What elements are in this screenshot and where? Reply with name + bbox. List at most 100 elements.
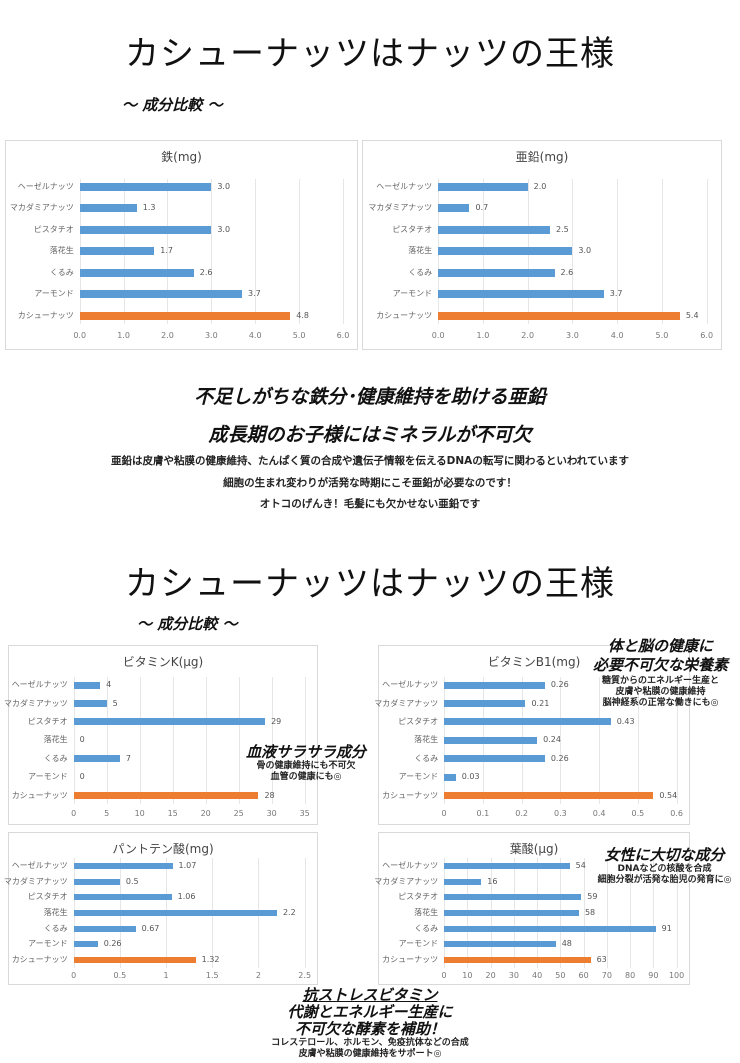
gridline [606, 858, 608, 968]
data-label: 1.32 [201, 954, 220, 964]
x-tick-label: 40 [532, 971, 543, 981]
gridline [661, 178, 663, 324]
category-label: ピスタチオ [27, 716, 68, 726]
bar [438, 268, 555, 277]
data-label: 5 [112, 698, 118, 708]
bar [444, 773, 456, 781]
data-label: 3.0 [217, 224, 231, 234]
bar [79, 311, 291, 320]
note-line: 皮膚や粘膜の健康維持 [615, 687, 706, 697]
bar [79, 182, 212, 191]
bar [444, 718, 611, 726]
gridline [304, 677, 306, 804]
x-tick-label: 90 [648, 971, 659, 981]
note-line: DNAなどの核酸を合成 [617, 864, 712, 874]
x-tick-label: 80 [625, 971, 636, 981]
data-label: 2.0 [533, 181, 547, 191]
gridline [572, 178, 574, 324]
body-line: 細胞の生まれ変わりが活発な時期にこそ亜鉛が必要なのです！ [223, 477, 517, 489]
data-label: 0.21 [531, 698, 550, 708]
x-tick-label: 4.0 [610, 331, 624, 341]
gridline [706, 178, 708, 324]
chart-iron: 鉄(mg) 0.0 1.0 2.0 3.0 4.0 5.0 6.0 ヘーゼルナッツ 3.0 マカダミ… [5, 140, 358, 350]
x-tick-label: 2.0 [521, 331, 535, 341]
x-tick-label: 3.0 [566, 331, 579, 341]
gridline [342, 178, 344, 324]
bar [444, 941, 556, 948]
note-line: 血管の健康にも◎ [270, 772, 342, 782]
chart-title: ビタミンK(μg) [122, 655, 204, 669]
note-line: 脳神経系の正常な働きにも◎ [602, 698, 719, 708]
category-label: ピスタチオ [398, 716, 439, 726]
note-heading: 代謝とエネルギー生産に [287, 1003, 453, 1021]
bar [438, 247, 573, 256]
category-label: くるみ [408, 267, 433, 277]
category-label: ピスタチオ [27, 892, 68, 902]
chart-title: 葉酸(μg) [509, 842, 559, 856]
x-tick-label: 20 [200, 808, 211, 818]
chart-pantothenic-acid: パントテン酸(mg) 0 0.5 1 1.5 2 2.5 ヘーゼルナッツ 1.07 マカダミアナッ… [4, 832, 318, 985]
gridline [271, 677, 273, 804]
data-label: 0.7 [475, 203, 489, 213]
data-label: 16 [487, 876, 498, 886]
bar [73, 681, 101, 689]
bar [73, 894, 172, 901]
x-tick-label: 1.0 [117, 331, 130, 341]
gridline [676, 677, 678, 804]
category-label: 落花生 [49, 246, 74, 256]
note-heading: 必要不可欠な栄養素 [592, 656, 728, 674]
chart-vitamin-b1: ビタミンB1(mg) 0 0.1 0.2 0.3 0.4 0.5 0.6 ヘーゼルナッツ 0.26… [374, 645, 690, 825]
gridline [599, 677, 601, 804]
category-label: カシューナッツ [376, 310, 433, 320]
data-label: 3.7 [248, 289, 261, 299]
x-tick-label: 2.5 [298, 971, 312, 981]
bar [73, 700, 107, 708]
chart-title: 亜鉛(mg) [515, 150, 569, 164]
data-label: 0.03 [461, 772, 480, 782]
x-tick-label: 0.6 [670, 808, 683, 818]
x-tick-label: 25 [233, 808, 244, 818]
note-heading: 女性に大切な成分 [604, 846, 725, 864]
data-label: 48 [561, 939, 572, 949]
x-tick-label: 0.0 [73, 331, 87, 341]
bar [444, 878, 482, 885]
x-tick-label: 1.0 [476, 331, 490, 341]
note-heading: 不可欠な酵素を補助！ [294, 1020, 445, 1038]
x-tick-label: 30 [508, 971, 519, 981]
bar [79, 225, 212, 234]
note-vitamin-b1: 体と脳の健康に 必要不可欠な栄養素 糖質からのエネルギー生産と 皮膚や粘膜の健康… [588, 638, 733, 709]
gridline [304, 858, 306, 968]
headline-2: 成長期のお子様にはミネラルが不可欠 [208, 424, 532, 446]
bar [73, 925, 136, 932]
gridline [255, 178, 257, 324]
data-label: 0.26 [103, 939, 122, 949]
note-heading: 抗ストレスビタミン [302, 986, 438, 1004]
x-tick-label: 5.0 [292, 331, 306, 341]
chart-zinc: 亜鉛(mg) 0.0 1.0 2.0 3.0 4.0 5.0 6.0 ヘーゼルナッツ 2.0 マカダ… [362, 140, 722, 350]
gridline [653, 858, 655, 968]
chart-title: パントテン酸(mg) [112, 842, 214, 856]
x-tick-label: 1.5 [205, 971, 219, 981]
data-label: 3.7 [609, 289, 623, 299]
note-line: 細胞分裂が活発な胎児の発育に◎ [597, 875, 732, 885]
data-label: 1.7 [160, 246, 174, 256]
bar [73, 910, 277, 917]
x-tick-label: 1 [163, 971, 169, 981]
category-label: カシューナッツ [17, 310, 74, 320]
data-label: 28 [264, 790, 275, 800]
category-label: マカダミアナッツ [368, 203, 433, 213]
gridline [637, 677, 639, 804]
gridline [139, 677, 141, 804]
x-tick-label: 2 [255, 971, 262, 981]
bar [438, 182, 528, 191]
x-tick-label: 10 [462, 971, 473, 981]
bar [438, 225, 551, 234]
x-tick-label: 6.0 [336, 331, 350, 341]
x-tick-label: 2.0 [161, 331, 174, 341]
gridline [560, 677, 562, 804]
gridline [630, 858, 632, 968]
category-label: ヘーゼルナッツ [11, 861, 68, 871]
category-label: カシューナッツ [382, 790, 439, 800]
note-line: 皮膚や粘膜の健康維持をサポート◎ [298, 1049, 442, 1059]
category-label: マカダミアナッツ [9, 203, 74, 213]
